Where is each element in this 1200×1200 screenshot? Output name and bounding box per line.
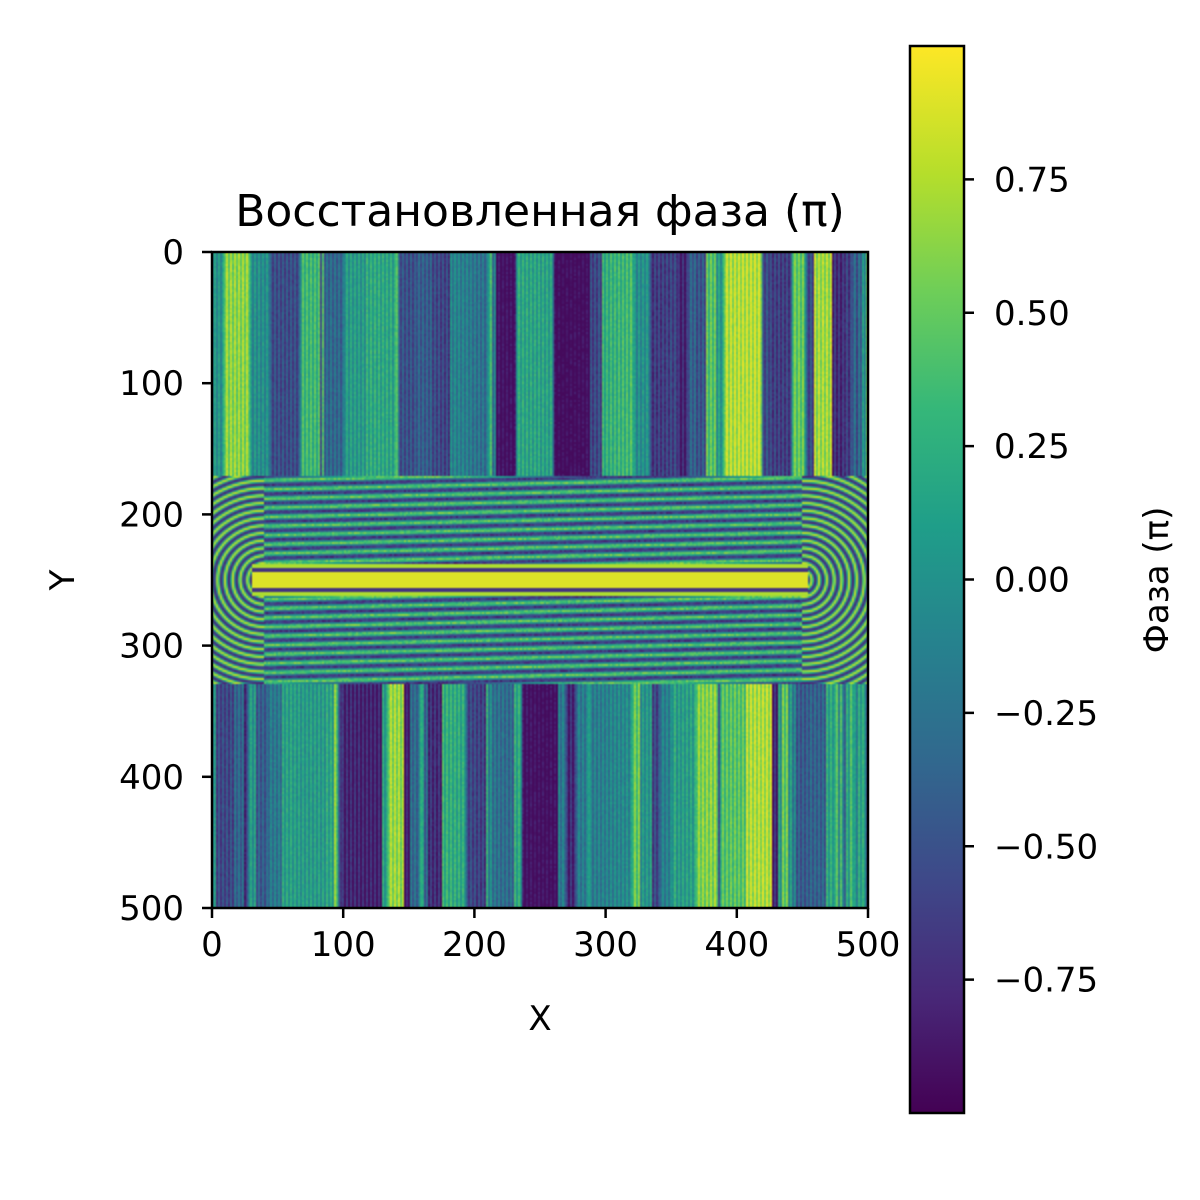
- chart-title: Восстановленная фаза (π): [235, 186, 845, 237]
- colorbar: [908, 44, 966, 1115]
- heatmap-raster: [212, 252, 868, 908]
- colorbar-tick-label: 0.25: [994, 427, 1070, 467]
- colorbar-label: Фаза (π): [1137, 507, 1177, 654]
- x-axis-ticks: 0 100 200 300 400 500: [201, 908, 900, 965]
- y-tick-label: 500: [119, 889, 184, 929]
- y-tick-label: 300: [119, 627, 184, 667]
- colorbar-tick-label: 0.75: [994, 160, 1070, 200]
- colorbar-tick-label: −0.25: [994, 694, 1098, 734]
- y-axis-label: Y: [43, 569, 83, 591]
- x-axis-label: X: [528, 999, 551, 1039]
- y-tick-label: 400: [119, 758, 184, 798]
- x-tick-label: 100: [311, 925, 376, 965]
- colorbar-tick-label: −0.75: [994, 961, 1098, 1001]
- plot-frame: [210, 250, 870, 910]
- x-tick-label: 300: [573, 925, 638, 965]
- colorbar-ticks: 0.75 0.50 0.25 0.00 −0.25 −0.50 −0.75: [964, 160, 1098, 1001]
- y-tick-label: 0: [162, 233, 184, 273]
- colorbar-tick-label: 0.50: [994, 294, 1070, 334]
- x-tick-label: 0: [201, 925, 223, 965]
- x-tick-label: 500: [836, 925, 901, 965]
- y-axis-ticks: 0 100 200 300 400 500: [119, 233, 212, 929]
- y-tick-label: 100: [119, 364, 184, 404]
- phase-heatmap: [212, 252, 868, 908]
- x-tick-label: 400: [704, 925, 769, 965]
- x-tick-label: 200: [442, 925, 507, 965]
- colorbar-tick-label: −0.50: [994, 827, 1098, 867]
- y-tick-label: 200: [119, 495, 184, 535]
- colorbar-tick-label: 0.00: [994, 561, 1070, 601]
